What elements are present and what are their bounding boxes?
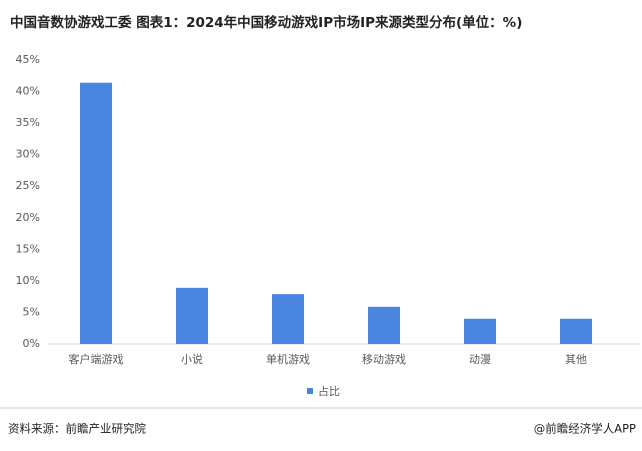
- credit: @前瞻经济学人APP: [534, 422, 636, 436]
- y-tick-label: 15%: [16, 242, 40, 255]
- y-tick-label: 10%: [16, 274, 40, 287]
- y-tick-label: 5%: [23, 305, 40, 318]
- y-tick-label: 35%: [16, 116, 40, 129]
- chart-title: 中国音数协游戏工委 图表1：2024年中国移动游戏IP市场IP来源类型分布(单位…: [10, 14, 522, 31]
- y-tick-label: 40%: [16, 85, 40, 98]
- legend-swatch: [307, 388, 313, 394]
- source: 资料来源：前瞻产业研究院: [8, 422, 146, 436]
- bar: [464, 318, 496, 344]
- y-tick-label: 20%: [16, 211, 40, 224]
- y-tick-label: 0%: [23, 337, 40, 350]
- x-tick-label: 移动游戏: [362, 353, 406, 366]
- bar: [272, 294, 304, 344]
- bar: [80, 82, 112, 344]
- x-tick-label: 小说: [181, 352, 203, 366]
- y-tick-label: 30%: [16, 148, 40, 161]
- legend-label: 占比: [318, 384, 340, 398]
- y-tick-label: 25%: [16, 179, 40, 192]
- bar: [176, 287, 208, 344]
- x-tick-label: 其他: [565, 353, 587, 366]
- x-tick-label: 动漫: [469, 352, 491, 366]
- x-tick-label: 单机游戏: [266, 352, 310, 366]
- y-tick-label: 45%: [16, 53, 40, 66]
- bar: [368, 306, 400, 344]
- bar: [560, 318, 592, 344]
- x-tick-label: 客户端游戏: [69, 352, 124, 366]
